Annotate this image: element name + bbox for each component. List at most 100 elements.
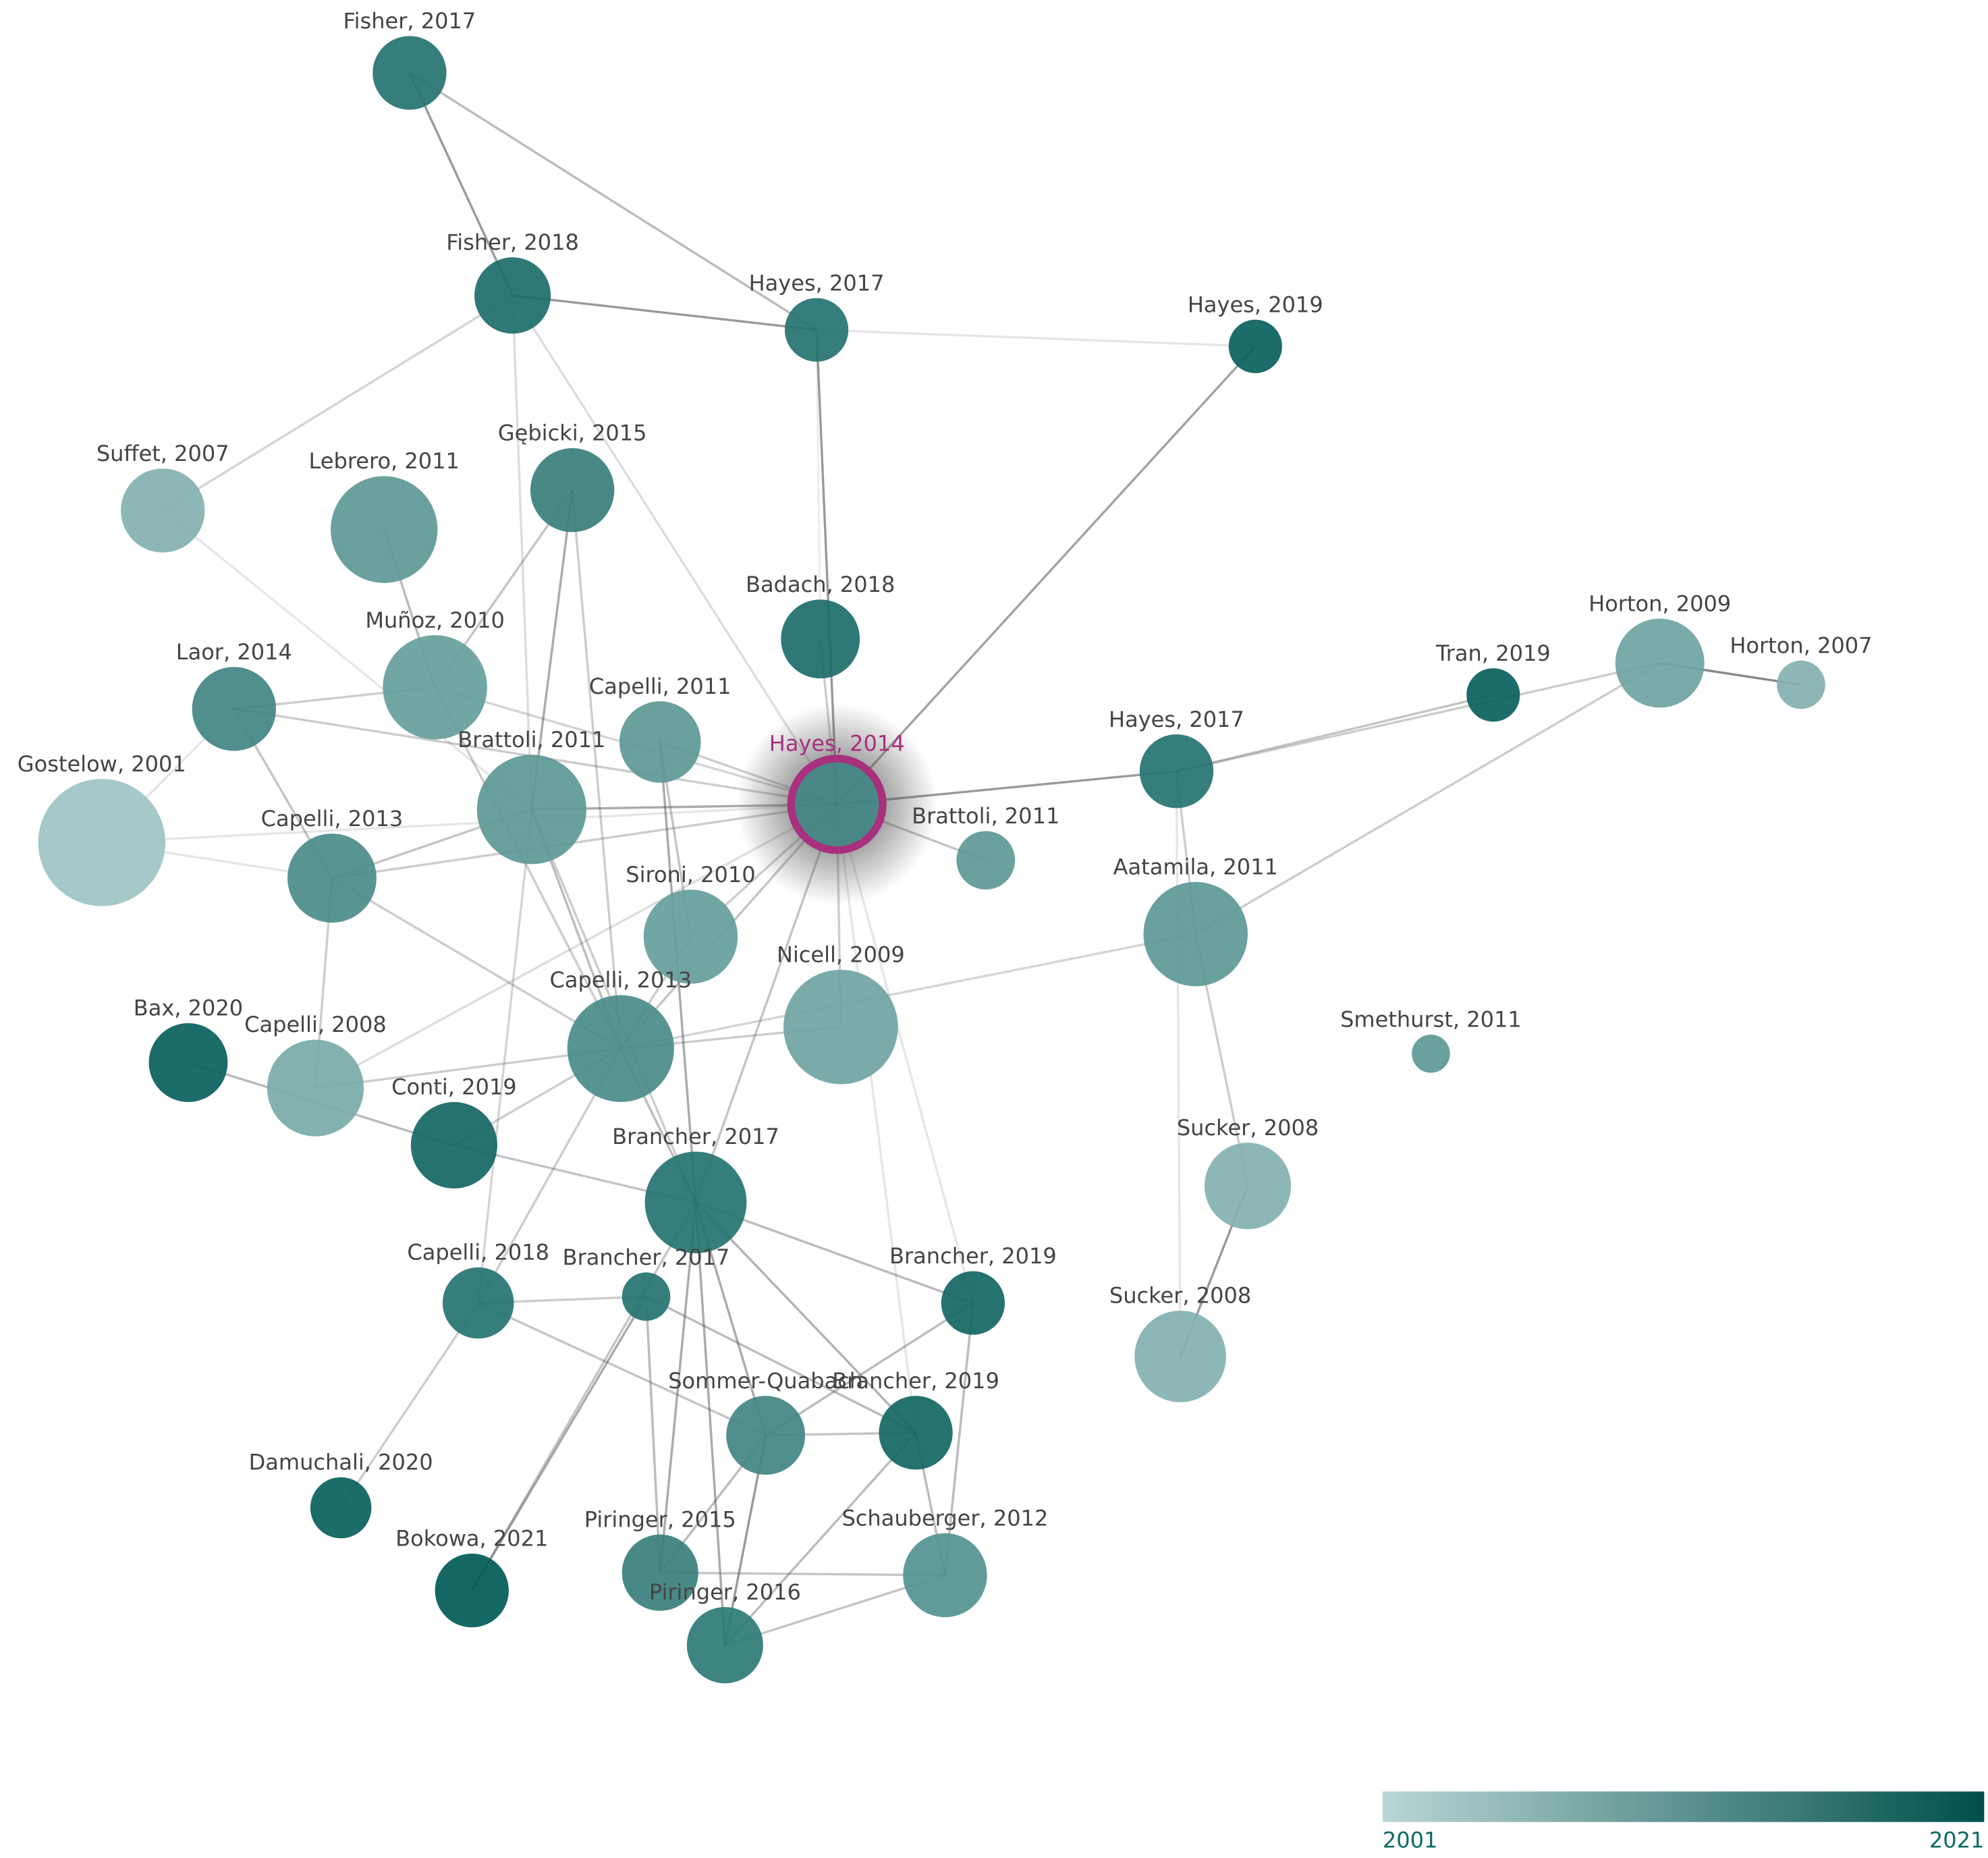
node-label: Hayes, 2019 (1188, 292, 1323, 317)
node-label: Brattoli, 2011 (458, 727, 605, 753)
node (38, 779, 166, 906)
edge (101, 803, 837, 844)
node-label: Brancher, 2019 (832, 1368, 999, 1394)
edge (815, 329, 822, 639)
node (1204, 1143, 1292, 1230)
node-label: Horton, 2007 (1730, 632, 1872, 658)
edge (408, 72, 514, 296)
node-label: Fisher, 2017 (343, 8, 476, 34)
edge (162, 510, 532, 811)
nodes: Fisher, 2017 Fisher, 2018 Hayes, 2017 Hayes… (18, 8, 1873, 1684)
node (643, 890, 738, 984)
node (331, 476, 438, 583)
node-label: Gostelow, 2001 (18, 751, 186, 777)
node-label: Badach, 2018 (746, 572, 895, 597)
node (781, 599, 860, 679)
edge (470, 1296, 647, 1591)
node (1139, 734, 1214, 809)
node (148, 1022, 228, 1102)
node-label: Damuchali, 2020 (249, 1450, 433, 1475)
node-label: Bokowa, 2021 (395, 1526, 548, 1552)
node (1143, 881, 1248, 987)
node-label: Hayes, 2017 (1109, 707, 1244, 732)
node-label: Lebrero, 2011 (309, 448, 460, 474)
node-label: Nicell, 2009 (777, 942, 905, 968)
node-label: Capelli, 2013 (261, 806, 404, 831)
edge (724, 1431, 917, 1646)
edge (645, 1295, 916, 1434)
node (903, 1533, 987, 1618)
colorbar (1382, 1791, 1985, 1822)
node (622, 1534, 698, 1611)
node (879, 1396, 953, 1470)
edge (765, 1302, 974, 1437)
edge (512, 294, 817, 331)
node (435, 1553, 509, 1628)
node (1412, 1034, 1450, 1073)
node-label: Aatamila, 2011 (1113, 854, 1278, 879)
node (474, 257, 551, 334)
node-label: Laor, 2014 (176, 639, 292, 665)
edge (339, 1302, 480, 1509)
node (1777, 660, 1825, 709)
node-label: Muñoz, 2010 (365, 607, 505, 633)
edge (1176, 694, 1494, 773)
node (644, 1151, 747, 1254)
node-label: Piringer, 2016 (649, 1579, 801, 1605)
node (1466, 668, 1520, 722)
edge (1175, 771, 1182, 1357)
node-label: Hayes, 2014 (769, 731, 905, 757)
node (784, 298, 849, 362)
node (787, 755, 887, 854)
node-label: Schauberger, 2012 (841, 1505, 1048, 1531)
node (567, 995, 674, 1102)
node-label: Sommer-Quabach (668, 1368, 863, 1394)
edge (1176, 661, 1661, 773)
edge (694, 1202, 727, 1645)
node (619, 701, 701, 783)
node-label: Brancher, 2017 (612, 1124, 779, 1149)
node (783, 969, 898, 1085)
node-label: Fisher, 2018 (446, 229, 579, 255)
node (476, 755, 586, 865)
edge (162, 294, 514, 512)
node-label: Tran, 2019 (1435, 640, 1551, 666)
node (686, 1607, 763, 1684)
edge (1194, 662, 1661, 935)
node-label: Suffet, 2007 (96, 441, 229, 466)
node (530, 448, 615, 532)
node (383, 635, 487, 740)
node (192, 667, 277, 751)
node-label: Sucker, 2008 (1109, 1283, 1251, 1309)
node (121, 468, 205, 553)
edge (660, 1571, 945, 1577)
node (622, 1272, 671, 1321)
edge (659, 1202, 697, 1573)
edge (331, 877, 622, 1050)
node-label: Brancher, 2019 (889, 1243, 1057, 1269)
node (956, 831, 1016, 890)
colorbar-max: 2021 (1929, 1827, 1985, 1853)
edge (817, 329, 1256, 348)
colorbar-min: 2001 (1383, 1827, 1438, 1853)
node-label: Smethurst, 2011 (1340, 1007, 1522, 1033)
edge (694, 1201, 917, 1434)
node-label: Hayes, 2017 (749, 270, 885, 296)
node-label: Capelli, 2013 (549, 967, 692, 993)
edge (409, 72, 817, 331)
node (310, 1477, 372, 1539)
edge (434, 686, 622, 1049)
node (1134, 1310, 1226, 1402)
node-label: Brancher, 2017 (563, 1245, 730, 1270)
edge (835, 804, 917, 1433)
node-label: Bax, 2020 (134, 995, 243, 1021)
node-label: Horton, 2009 (1589, 591, 1731, 616)
node (410, 1101, 497, 1189)
node (267, 1039, 364, 1137)
node (287, 834, 377, 923)
edge (943, 1303, 974, 1576)
node-label: Piringer, 2015 (584, 1506, 736, 1532)
node-label: Capelli, 2018 (407, 1240, 549, 1265)
